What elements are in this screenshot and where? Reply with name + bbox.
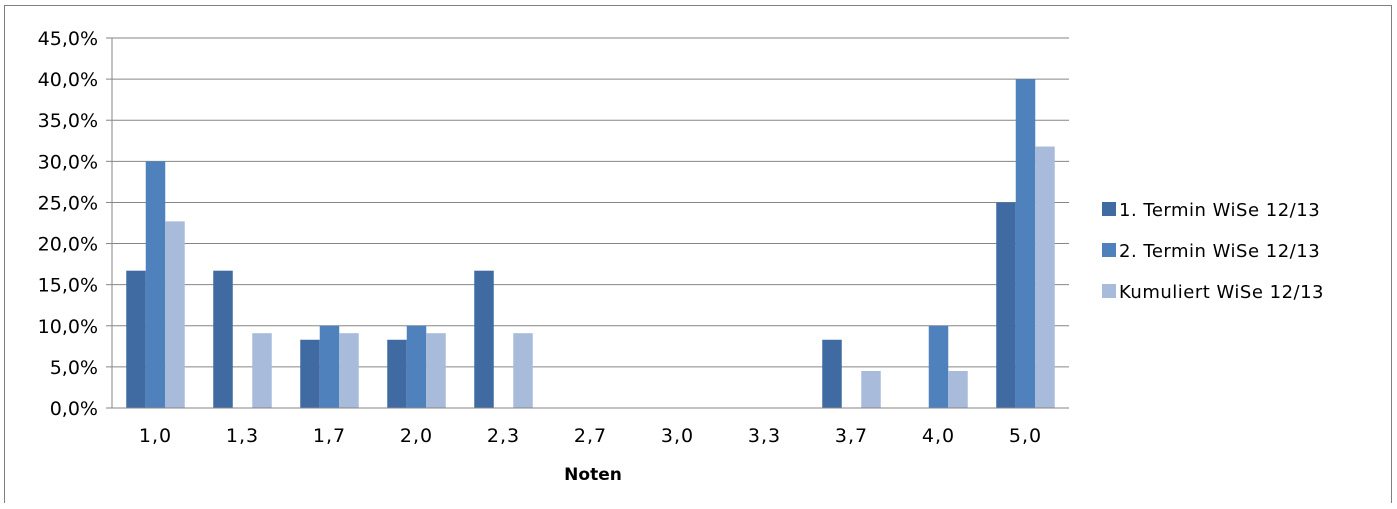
bar bbox=[126, 270, 146, 408]
bar bbox=[861, 371, 881, 408]
y-tick-label: 10,0% bbox=[38, 316, 98, 338]
bar bbox=[513, 333, 533, 408]
x-tick-label: 3,0 bbox=[661, 425, 694, 447]
axes bbox=[111, 38, 1069, 409]
x-tick-label: 2,3 bbox=[487, 425, 520, 447]
bar bbox=[165, 221, 185, 408]
legend: 1. Termin WiSe 12/13 2. Termin WiSe 12/13… bbox=[1102, 200, 1324, 303]
legend-swatch bbox=[1102, 243, 1116, 257]
bar bbox=[474, 270, 494, 408]
bar bbox=[213, 270, 233, 408]
bar bbox=[387, 339, 407, 408]
x-tick-label: 5,0 bbox=[1009, 425, 1042, 447]
x-tick-label: 1,7 bbox=[313, 425, 346, 447]
bar bbox=[252, 333, 272, 408]
y-tick-label: 15,0% bbox=[38, 275, 98, 297]
bar bbox=[1035, 146, 1055, 409]
y-tick-label: 30,0% bbox=[38, 151, 98, 173]
x-tick-label: 2,0 bbox=[400, 425, 433, 447]
y-tick-label: 25,0% bbox=[38, 192, 98, 214]
legend-swatch bbox=[1102, 284, 1116, 298]
x-tick-label: 1,3 bbox=[226, 425, 259, 447]
legend-swatch bbox=[1102, 202, 1116, 216]
x-axis-title: Noten bbox=[564, 465, 622, 485]
x-tick-label: 4,0 bbox=[922, 425, 955, 447]
y-tick-label: 0,0% bbox=[50, 398, 98, 420]
y-tick-label: 40,0% bbox=[38, 69, 98, 91]
legend-label: 2. Termin WiSe 12/13 bbox=[1119, 241, 1320, 262]
bar bbox=[300, 339, 320, 408]
y-tick-labels: 0,0% 5,0% 10,0% 15,0% 20,0% 25,0% 30,0% 35,0% 40… bbox=[38, 28, 98, 420]
bar bbox=[426, 333, 446, 408]
x-tick-label: 3,3 bbox=[748, 425, 781, 447]
bar bbox=[406, 325, 427, 408]
x-tick-label: 3,7 bbox=[835, 425, 868, 447]
bar bbox=[948, 371, 968, 408]
bar bbox=[339, 333, 359, 408]
bar bbox=[822, 339, 842, 408]
bar bbox=[1015, 79, 1036, 408]
x-tick-label: 1,0 bbox=[139, 425, 172, 447]
legend-label: Kumuliert WiSe 12/13 bbox=[1119, 282, 1324, 303]
bar bbox=[996, 202, 1016, 408]
y-tick-label: 20,0% bbox=[38, 234, 98, 256]
chart-area: 0,0% 5,0% 10,0% 15,0% 20,0% 25,0% 30,0% 35,0% 40… bbox=[4, 5, 1392, 503]
y-tick-label: 45,0% bbox=[38, 28, 98, 50]
bars bbox=[126, 79, 1055, 409]
bar bbox=[928, 325, 949, 408]
bar bbox=[319, 325, 340, 408]
legend-label: 1. Termin WiSe 12/13 bbox=[1119, 200, 1320, 221]
y-tick-label: 5,0% bbox=[50, 357, 98, 379]
bar-chart: 0,0% 5,0% 10,0% 15,0% 20,0% 25,0% 30,0% 35,0% 40… bbox=[38, 28, 1324, 485]
bar bbox=[145, 161, 166, 408]
y-tick-label: 35,0% bbox=[38, 110, 98, 132]
gridlines bbox=[106, 37, 1069, 409]
x-tick-label: 2,7 bbox=[574, 425, 607, 447]
x-tick-labels: 1,0 1,3 1,7 2,0 2,3 2,7 3,0 3,3 3,7 4,0 5,0 bbox=[139, 425, 1042, 447]
